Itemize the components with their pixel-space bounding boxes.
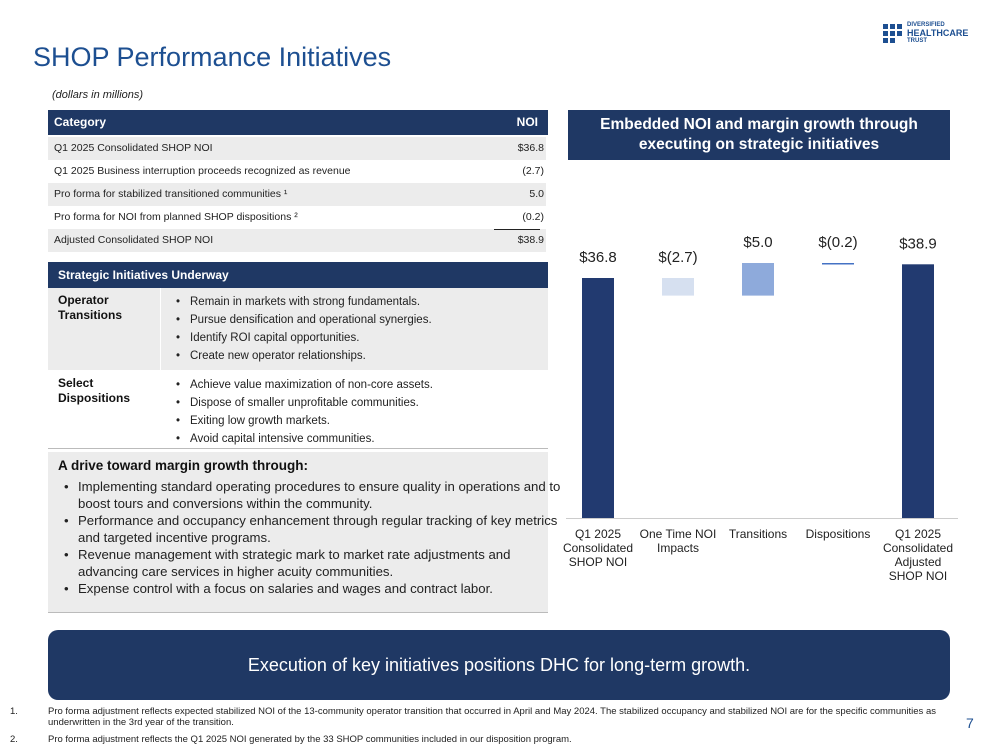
row-value: $36.8 bbox=[517, 142, 544, 154]
table-row: Adjusted Consolidated SHOP NOI $38.9 bbox=[48, 229, 546, 252]
table-row: Pro forma for stabilized transitioned co… bbox=[48, 183, 546, 206]
value-label: $38.9 bbox=[899, 235, 937, 252]
bullet-item: Dispose of smaller unprofitable communit… bbox=[176, 394, 433, 412]
bar bbox=[902, 264, 934, 518]
footnote-text: Pro forma adjustment reflects expected s… bbox=[48, 706, 936, 728]
title: SHOP Performance Initiatives bbox=[33, 42, 392, 72]
bullet-item: Performance and occupancy enhancement th… bbox=[64, 512, 564, 546]
row-label: Pro forma for stabilized transitioned co… bbox=[54, 188, 288, 200]
category-label: One Time NOI Impacts bbox=[639, 527, 717, 555]
group-items: Achieve value maximization of non-core a… bbox=[176, 376, 433, 448]
row-value: (2.7) bbox=[522, 165, 544, 177]
table-row: Q1 2025 Business interruption proceeds r… bbox=[48, 160, 546, 183]
group-box bbox=[48, 370, 548, 449]
bullet-item: Avoid capital intensive communities. bbox=[176, 430, 433, 448]
category-label: Dispositions bbox=[805, 527, 871, 541]
page-number: 7 bbox=[966, 715, 974, 731]
footnote-mark: 1. bbox=[10, 706, 18, 717]
row-label: Q1 2025 Business interruption proceeds r… bbox=[54, 165, 351, 177]
divider bbox=[160, 288, 161, 448]
bullet-item: Revenue management with strategic mark t… bbox=[64, 546, 564, 580]
logo-text: TRUST bbox=[907, 38, 927, 44]
row-value: 5.0 bbox=[529, 188, 544, 200]
column-header: NOI bbox=[516, 115, 538, 129]
table-row: Pro forma for NOI from planned SHOP disp… bbox=[48, 206, 546, 229]
row-label: Q1 2025 Consolidated SHOP NOI bbox=[54, 142, 213, 154]
table-header: Category NOI bbox=[48, 110, 548, 135]
group-label: Select Dispositions bbox=[58, 376, 131, 405]
value-label: $36.8 bbox=[579, 249, 617, 266]
category-label: Q1 2025 Consolidated Adjusted SHOP NOI bbox=[882, 527, 954, 583]
drive-title: A drive toward margin growth through: bbox=[58, 458, 308, 473]
initiatives-title: Strategic Initiatives Underway bbox=[58, 268, 229, 282]
logo-text: DIVERSIFIED bbox=[907, 22, 945, 28]
value-label: $5.0 bbox=[743, 234, 772, 251]
chart-title: Embedded NOI and margin growth through e… bbox=[568, 110, 950, 160]
bar bbox=[662, 278, 694, 296]
initiatives-header: Strategic Initiatives Underway bbox=[48, 262, 548, 288]
table-row: Q1 2025 Consolidated SHOP NOI $36.8 bbox=[48, 137, 546, 160]
bullet-item: Remain in markets with strong fundamenta… bbox=[176, 293, 432, 311]
row-value: $38.9 bbox=[517, 234, 544, 246]
column-header: Category bbox=[54, 115, 107, 129]
bar bbox=[822, 263, 854, 265]
bullet-item: Create new operator relationships. bbox=[176, 347, 432, 365]
footnote-mark: 2. bbox=[10, 734, 18, 745]
bullet-item: Pursue densification and operational syn… bbox=[176, 311, 432, 329]
subtitle: (dollars in millions) bbox=[52, 89, 144, 101]
banner: Execution of key initiatives positions D… bbox=[48, 630, 950, 700]
bar bbox=[742, 263, 774, 296]
group-items: Remain in markets with strong fundamenta… bbox=[176, 293, 432, 365]
drive-box: A drive toward margin growth through: Im… bbox=[48, 452, 560, 613]
footnote-text: Pro forma adjustment reflects the Q1 202… bbox=[48, 734, 572, 745]
bullet-item: Implementing standard operating procedur… bbox=[64, 478, 564, 512]
logo-text: HEALTHCARE bbox=[907, 28, 969, 38]
chart-title-text: Embedded NOI and margin growth through e… bbox=[600, 116, 918, 153]
bullet-item: Identify ROI capital opportunities. bbox=[176, 329, 432, 347]
value-label: $(2.7) bbox=[658, 249, 697, 266]
row-value: (0.2) bbox=[522, 211, 544, 223]
bullet-item: Expense control with a focus on salaries… bbox=[64, 580, 564, 597]
bar bbox=[582, 278, 614, 518]
underline bbox=[494, 229, 540, 230]
bullet-item: Exiting low growth markets. bbox=[176, 412, 433, 430]
logo-icon bbox=[883, 24, 902, 43]
value-label: $(0.2) bbox=[818, 234, 857, 251]
row-label: Pro forma for NOI from planned SHOP disp… bbox=[54, 211, 298, 223]
bullet-item: Achieve value maximization of non-core a… bbox=[176, 376, 433, 394]
banner-text: Execution of key initiatives positions D… bbox=[247, 655, 751, 675]
category-label: Transitions bbox=[728, 527, 788, 541]
group-label: Operator Transitions bbox=[58, 293, 123, 322]
row-label: Adjusted Consolidated SHOP NOI bbox=[54, 234, 214, 246]
category-label: Q1 2025 Consolidated SHOP NOI bbox=[562, 527, 634, 569]
